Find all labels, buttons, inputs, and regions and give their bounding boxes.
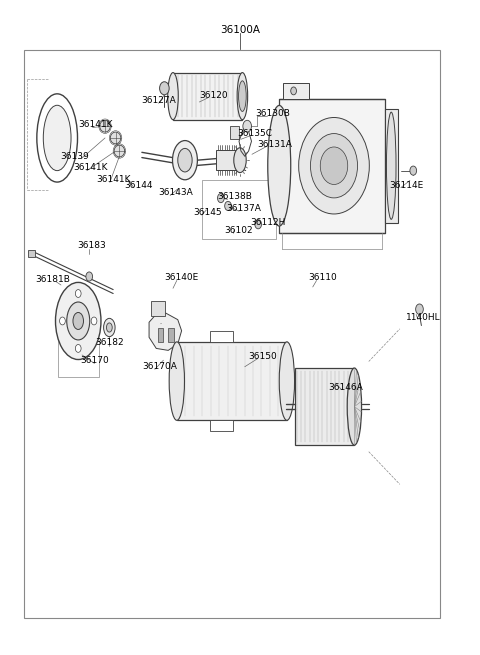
Ellipse shape: [347, 368, 361, 445]
Bar: [230, 126, 239, 140]
Bar: [283, 83, 310, 100]
Text: 36144: 36144: [124, 181, 153, 189]
Ellipse shape: [239, 81, 246, 111]
Bar: [28, 250, 35, 257]
Ellipse shape: [386, 112, 396, 219]
Ellipse shape: [178, 149, 192, 172]
Circle shape: [217, 193, 224, 202]
Text: 36100A: 36100A: [220, 25, 260, 35]
Bar: [216, 151, 238, 170]
Bar: [157, 328, 163, 342]
Text: 36137A: 36137A: [227, 204, 261, 213]
Text: 36141K: 36141K: [96, 176, 131, 184]
Ellipse shape: [104, 318, 115, 337]
Bar: [210, 421, 233, 431]
Text: 36114E: 36114E: [389, 181, 424, 189]
Bar: [168, 328, 174, 342]
Ellipse shape: [67, 302, 90, 340]
Circle shape: [75, 345, 81, 352]
Circle shape: [243, 121, 252, 132]
Ellipse shape: [299, 117, 369, 214]
Bar: [24, 50, 440, 618]
Text: 36145: 36145: [193, 208, 222, 217]
Circle shape: [255, 219, 262, 229]
Circle shape: [75, 290, 81, 297]
Text: 36146A: 36146A: [328, 383, 363, 392]
Ellipse shape: [168, 73, 178, 120]
Bar: [384, 109, 398, 223]
Bar: [177, 342, 287, 421]
Text: 36138B: 36138B: [217, 193, 252, 201]
Text: 36110: 36110: [308, 273, 336, 282]
Bar: [58, 341, 99, 377]
Ellipse shape: [73, 312, 84, 329]
Bar: [152, 301, 165, 316]
Text: 36127A: 36127A: [141, 96, 176, 105]
Bar: [295, 368, 354, 445]
Ellipse shape: [107, 323, 112, 332]
Text: 36182: 36182: [96, 338, 124, 347]
Polygon shape: [149, 313, 181, 350]
Text: 36170A: 36170A: [142, 362, 177, 371]
Ellipse shape: [279, 342, 295, 421]
Circle shape: [60, 317, 65, 325]
Text: 36140E: 36140E: [165, 273, 199, 282]
Ellipse shape: [110, 132, 121, 144]
Text: 36120: 36120: [199, 91, 228, 100]
Text: 36141K: 36141K: [78, 120, 113, 129]
Text: 1140HL: 1140HL: [406, 312, 440, 322]
Ellipse shape: [234, 148, 246, 173]
Bar: [279, 99, 384, 233]
Text: 36130B: 36130B: [255, 109, 290, 118]
Text: 36181B: 36181B: [35, 274, 70, 284]
Bar: [173, 73, 242, 120]
Text: 36170: 36170: [80, 356, 109, 365]
Circle shape: [416, 304, 423, 314]
Circle shape: [86, 272, 93, 281]
Text: 36135C: 36135C: [237, 129, 272, 138]
Text: 36139: 36139: [60, 152, 89, 160]
Ellipse shape: [43, 105, 71, 171]
Ellipse shape: [172, 141, 197, 179]
Text: 36150: 36150: [249, 352, 277, 361]
Text: 36141K: 36141K: [73, 163, 108, 172]
Text: 36183: 36183: [77, 240, 106, 250]
Circle shape: [159, 82, 169, 95]
Circle shape: [225, 201, 231, 210]
Ellipse shape: [114, 145, 125, 157]
Bar: [202, 180, 276, 239]
Text: 36102: 36102: [225, 226, 253, 235]
Text: 36143A: 36143A: [158, 189, 193, 197]
Ellipse shape: [237, 73, 248, 120]
Circle shape: [410, 166, 417, 175]
Ellipse shape: [311, 134, 358, 198]
Bar: [210, 331, 233, 342]
Text: 36112H: 36112H: [250, 218, 286, 227]
Ellipse shape: [37, 94, 77, 182]
Text: 36131A: 36131A: [257, 140, 292, 149]
Ellipse shape: [100, 121, 110, 132]
Circle shape: [291, 87, 297, 95]
Circle shape: [91, 317, 97, 325]
Ellipse shape: [320, 147, 348, 185]
Ellipse shape: [169, 342, 184, 421]
Ellipse shape: [56, 282, 101, 360]
Ellipse shape: [268, 105, 291, 226]
